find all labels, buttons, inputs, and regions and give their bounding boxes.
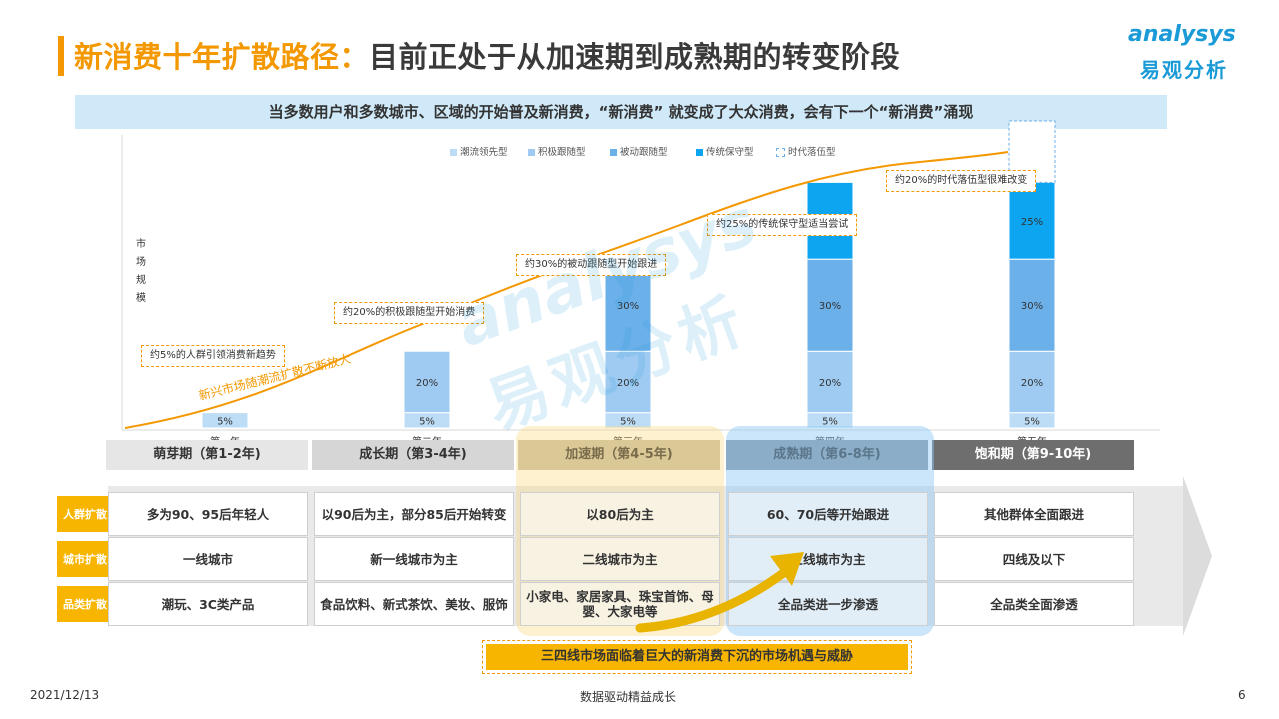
table-cell: 全品类全面渗透	[934, 582, 1134, 626]
phase-label: 成熟期（第6-8年)	[726, 440, 928, 470]
bar-data-label: 5%	[217, 416, 233, 427]
legend-label: 时代落伍型	[788, 147, 836, 158]
table-cell: 其他群体全面跟进	[934, 492, 1134, 536]
footer-slogan: 数据驱动精益成长	[580, 690, 677, 704]
table-cell: 一线城市	[108, 537, 308, 581]
legend-item: 传统保守型	[696, 144, 754, 158]
row-label: 人群扩散	[57, 496, 113, 532]
legend-swatch	[696, 149, 703, 156]
bar-data-label: 5%	[419, 416, 435, 427]
logo-cn: 易观分析	[1140, 58, 1228, 82]
bar-segment	[806, 350, 854, 414]
annotation-30pct: 约30%的被动跟随型开始跟进	[516, 254, 667, 276]
bar-segment	[201, 412, 249, 429]
legend-label: 传统保守型	[706, 147, 754, 158]
phase-label: 加速期（第4-5年)	[518, 440, 720, 470]
bar-data-label: 30%	[819, 301, 841, 312]
annotation-20pct: 约20%的积极跟随型开始消费	[334, 302, 485, 324]
table-cell: 新一线城市为主	[314, 537, 514, 581]
footer-date: 2021/12/13	[30, 688, 100, 702]
bar-data-label: 5%	[822, 416, 838, 427]
table-cell: 二线城市为主	[520, 537, 720, 581]
legend-label: 被动跟随型	[620, 147, 668, 158]
bar-data-label: 25%	[1021, 217, 1043, 228]
table-cell: 多为90、95后年轻人	[108, 492, 308, 536]
bar-data-label: 20%	[819, 378, 841, 389]
bar-data-label: 20%	[1021, 378, 1043, 389]
bar-segment	[806, 258, 854, 352]
legend-swatch	[776, 148, 785, 157]
bar-segment	[1008, 350, 1056, 414]
table-cell: 以80后为主	[520, 492, 720, 536]
bar-data-label: 30%	[617, 301, 639, 312]
legend-item: 潮流领先型	[450, 144, 508, 158]
annotation-5pct: 约5%的人群引领消费新趋势	[141, 345, 285, 367]
legend-swatch	[528, 149, 535, 156]
legend-label: 潮流领先型	[460, 147, 508, 158]
legend-item: 被动跟随型	[610, 144, 668, 158]
table-cell: 以90后为主，部分85后开始转变	[314, 492, 514, 536]
table-cell: 潮玩、3C类产品	[108, 582, 308, 626]
row-label: 城市扩散	[57, 541, 113, 577]
callout-text: 三四线市场面临着巨大的新消费下沉的市场机遇与威胁	[486, 644, 908, 670]
legend-swatch	[450, 149, 457, 156]
logo-en: analysys	[1128, 22, 1236, 47]
legend-swatch	[610, 149, 617, 156]
bar-data-label: 5%	[620, 416, 636, 427]
table-cell: 60、70后等开始跟进	[728, 492, 928, 536]
callout-box: 三四线市场面临着巨大的新消费下沉的市场机遇与威胁	[482, 640, 912, 674]
page-number: 6	[1238, 688, 1246, 702]
bar-segment	[1008, 258, 1056, 352]
subtitle-banner: 当多数用户和多数城市、区域的开始普及新消费，“新消费” 就变成了大众消费，会有下…	[75, 95, 1167, 129]
phase-label: 萌芽期（第1-2年)	[106, 440, 308, 470]
row-label: 品类扩散	[57, 586, 113, 622]
bar-data-label: 20%	[617, 378, 639, 389]
bar-segment	[403, 350, 451, 414]
title-accent-bar	[58, 36, 64, 76]
legend-item: 积极跟随型	[528, 144, 586, 158]
table-cell: 四线及以下	[934, 537, 1134, 581]
bar-segment	[604, 350, 652, 414]
phase-label: 饱和期（第9-10年)	[932, 440, 1134, 470]
y-axis-label: 市场规模	[136, 239, 146, 304]
page-title: 新消费十年扩散路径：目前正处于从加速期到成熟期的转变阶段	[74, 34, 900, 76]
title-highlight: 新消费十年扩散路径：	[74, 40, 370, 74]
phase-label: 成长期（第3-4年)	[312, 440, 514, 470]
legend-item: 时代落伍型	[776, 144, 836, 158]
bar-data-label: 5%	[1024, 416, 1040, 427]
diffusion-curve	[124, 151, 1009, 429]
legend-label: 积极跟随型	[538, 147, 586, 158]
table-cell: 小家电、家居家具、珠宝首饰、母婴、大家电等	[520, 582, 720, 626]
annotation-20pct-laggards: 约20%的时代落伍型很难改变	[886, 170, 1037, 192]
bar-data-label: 20%	[416, 378, 438, 389]
annotation-25pct: 约25%的传统保守型适当尝试	[707, 214, 858, 236]
title-rest: 目前正处于从加速期到成熟期的转变阶段	[369, 40, 901, 74]
table-cell: 三线城市为主	[728, 537, 928, 581]
table-cell: 食品饮料、新式茶饮、美妆、服饰	[314, 582, 514, 626]
bar-data-label: 30%	[1021, 301, 1043, 312]
